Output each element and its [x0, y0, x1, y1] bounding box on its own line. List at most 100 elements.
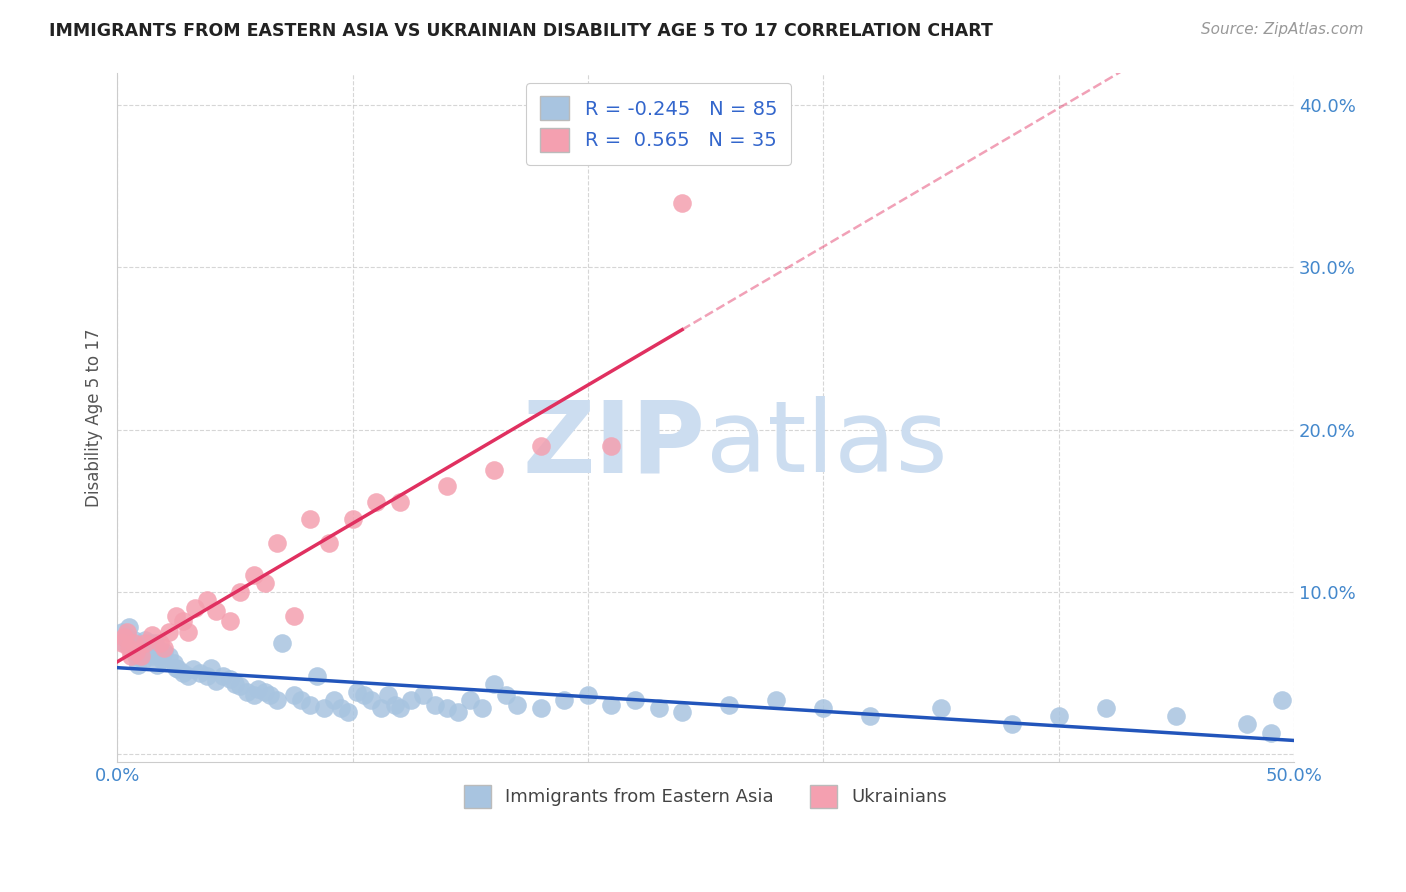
Point: [122, 633, 145, 648]
Point: [1166, 709, 1188, 723]
Point: [219, 672, 242, 686]
Point: [177, 669, 200, 683]
Point: [165, 608, 187, 623]
Point: [530, 439, 553, 453]
Point: [377, 689, 399, 703]
Point: [436, 479, 458, 493]
Point: [314, 701, 336, 715]
Point: [122, 636, 145, 650]
Point: [671, 705, 693, 719]
Point: [148, 636, 170, 650]
Point: [247, 681, 270, 696]
Point: [266, 693, 288, 707]
Point: [929, 701, 952, 715]
Point: [1001, 717, 1024, 731]
Point: [307, 669, 329, 683]
Point: [120, 649, 142, 664]
Point: [576, 689, 599, 703]
Point: [184, 600, 207, 615]
Point: [506, 698, 529, 712]
Y-axis label: Disability Age 5 to 17: Disability Age 5 to 17: [86, 328, 103, 507]
Point: [157, 649, 180, 664]
Point: [299, 698, 322, 712]
Point: [219, 614, 242, 628]
Point: [259, 689, 281, 703]
Point: [200, 661, 222, 675]
Point: [112, 636, 135, 650]
Point: [181, 662, 204, 676]
Point: [765, 693, 787, 707]
Point: [111, 636, 134, 650]
Point: [718, 698, 741, 712]
Point: [600, 439, 623, 453]
Point: [129, 644, 152, 658]
Point: [177, 625, 200, 640]
Point: [228, 584, 250, 599]
Point: [366, 495, 388, 509]
Point: [195, 669, 218, 683]
Point: [647, 701, 669, 715]
Point: [401, 693, 423, 707]
Point: [115, 630, 138, 644]
Point: [813, 701, 835, 715]
Point: [530, 701, 553, 715]
Point: [370, 701, 392, 715]
Point: [388, 495, 411, 509]
Point: [412, 689, 434, 703]
Point: [195, 592, 218, 607]
Point: [157, 625, 180, 640]
Point: [125, 649, 148, 664]
Point: [254, 576, 277, 591]
Point: [141, 649, 163, 664]
Point: [242, 689, 264, 703]
Point: [172, 614, 194, 628]
Point: [111, 625, 134, 640]
Point: [132, 653, 155, 667]
Point: [139, 636, 162, 650]
Point: [224, 677, 246, 691]
Point: [134, 636, 156, 650]
Point: [482, 463, 505, 477]
Text: ZIP: ZIP: [523, 396, 706, 493]
Point: [143, 636, 166, 650]
Point: [148, 649, 170, 664]
Point: [283, 608, 305, 623]
Point: [129, 649, 152, 664]
Point: [336, 705, 359, 719]
Point: [134, 633, 156, 648]
Point: [165, 661, 187, 675]
Point: [188, 665, 211, 680]
Point: [859, 709, 882, 723]
Point: [482, 677, 505, 691]
Point: [172, 665, 194, 680]
Point: [1271, 693, 1294, 707]
Point: [384, 698, 406, 712]
Point: [423, 698, 446, 712]
Point: [153, 641, 176, 656]
Point: [212, 669, 235, 683]
Point: [228, 679, 250, 693]
Point: [235, 685, 257, 699]
Point: [150, 653, 173, 667]
Point: [471, 701, 494, 715]
Point: [118, 641, 141, 656]
Point: [266, 536, 288, 550]
Point: [115, 625, 138, 640]
Point: [136, 641, 159, 656]
Text: atlas: atlas: [706, 396, 948, 493]
Point: [120, 641, 142, 656]
Point: [353, 689, 375, 703]
Point: [553, 693, 575, 707]
Point: [1260, 725, 1282, 739]
Point: [163, 656, 186, 670]
Point: [112, 630, 135, 644]
Point: [118, 620, 141, 634]
Point: [205, 673, 228, 688]
Text: IMMIGRANTS FROM EASTERN ASIA VS UKRAINIAN DISABILITY AGE 5 TO 17 CORRELATION CHA: IMMIGRANTS FROM EASTERN ASIA VS UKRAINIA…: [49, 22, 993, 40]
Point: [205, 604, 228, 618]
Point: [299, 511, 322, 525]
Point: [242, 568, 264, 582]
Point: [146, 657, 169, 672]
Point: [671, 195, 693, 210]
Point: [167, 662, 190, 676]
